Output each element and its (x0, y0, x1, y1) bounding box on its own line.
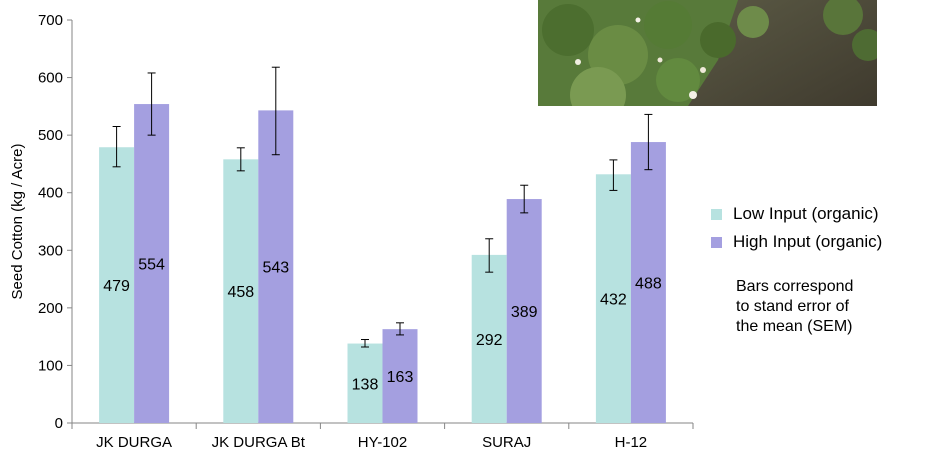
x-tick-label: SURAJ (482, 434, 531, 451)
y-tick-label: 700 (38, 12, 63, 29)
data-label: 432 (600, 292, 627, 309)
data-label: 479 (103, 278, 130, 295)
bar-high-input (134, 104, 170, 423)
y-tick-label: 200 (38, 300, 63, 317)
bar-low-input (471, 254, 507, 423)
legend-label-low-input: Low Input (organic) (733, 204, 879, 223)
data-label: 488 (635, 276, 662, 293)
bar-high-input (630, 142, 666, 423)
legend-swatch-high-input (711, 236, 722, 248)
sem-note: Bars correspond to stand error of the me… (736, 277, 853, 337)
y-tick-label: 600 (38, 70, 63, 87)
y-tick-label: 400 (38, 185, 63, 202)
data-label: 543 (262, 260, 289, 277)
x-tick-label: HY-102 (358, 434, 407, 451)
data-label: 554 (138, 257, 165, 274)
sem-note-line-1: Bars correspond (736, 278, 854, 295)
sem-note-line-2: to stand error of (736, 298, 849, 315)
y-tick-label: 500 (38, 127, 63, 144)
data-label: 458 (227, 284, 254, 301)
data-label: 138 (352, 376, 379, 393)
data-label: 292 (476, 332, 503, 349)
y-tick-label: 0 (55, 415, 63, 432)
bar-high-input (382, 329, 418, 423)
y-axis-label: Seed Cotton (kg / Acre) (9, 144, 26, 300)
bar-low-input (99, 147, 135, 424)
bar-low-input (595, 174, 631, 423)
legend-swatch-low-input (711, 208, 722, 220)
legend-item-low-input: Low Input (organic) (711, 200, 882, 228)
data-label: 163 (387, 369, 414, 386)
sem-note-line-3: the mean (SEM) (736, 318, 853, 335)
y-tick-label: 300 (38, 242, 63, 259)
x-tick-label: H-12 (615, 434, 648, 451)
x-tick-label: JK DURGA (96, 434, 172, 451)
data-label: 389 (511, 304, 538, 321)
bar-high-input (258, 110, 294, 423)
bar-low-input (347, 343, 383, 423)
cotton-field-image (538, 0, 877, 106)
chart-legend: Low Input (organic) High Input (organic) (711, 200, 882, 256)
legend-item-high-input: High Input (organic) (711, 228, 882, 256)
y-tick-label: 100 (38, 357, 63, 374)
legend-label-high-input: High Input (organic) (733, 232, 883, 251)
bar-low-input (223, 159, 259, 423)
x-tick-label: JK DURGA Bt (212, 434, 306, 451)
cotton-field-photo (538, 0, 877, 106)
bar-high-input (506, 199, 542, 423)
